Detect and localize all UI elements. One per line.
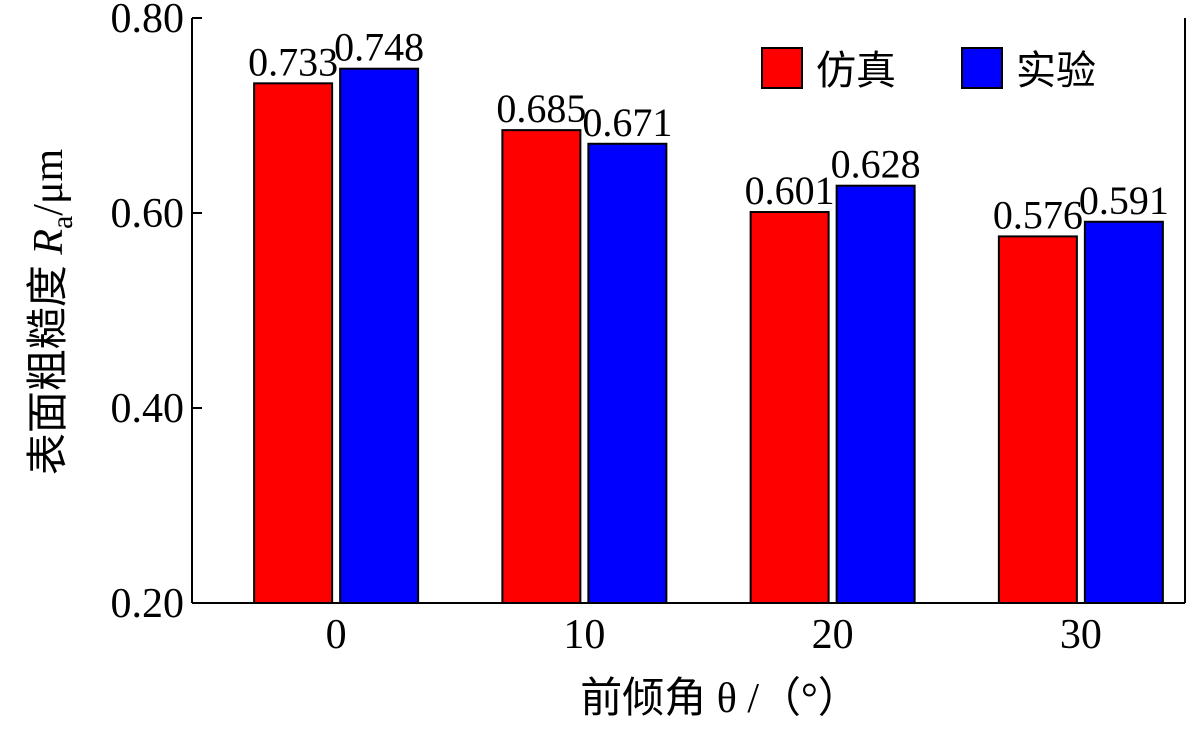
legend-label-simulation: 仿真 (816, 48, 896, 94)
bar-experiment-30 (1083, 220, 1164, 604)
legend-label-experiment: 实验 (1016, 48, 1096, 94)
x-tick-label: 10 (563, 612, 605, 658)
data-label: 0.671 (582, 100, 672, 145)
bar-simulation-30 (997, 235, 1078, 604)
data-label: 0.601 (745, 168, 835, 213)
x-tick-label: 30 (1060, 612, 1102, 658)
bar-experiment-10 (587, 142, 668, 604)
bar-simulation-0 (253, 82, 334, 604)
data-label: 0.576 (993, 192, 1083, 237)
x-tick-label: 20 (812, 612, 854, 658)
bars (253, 67, 1164, 604)
legend-swatch-simulation (761, 47, 803, 89)
bar-simulation-20 (749, 211, 830, 604)
y-ticks: 0.20 0.40 0.60 0.80 (111, 0, 202, 627)
x-tick-label: 0 (326, 612, 347, 658)
data-label: 0.628 (831, 142, 921, 187)
y-tick-label: 0.20 (111, 581, 185, 627)
y-tick-label: 0.60 (111, 191, 185, 237)
bar-experiment-20 (835, 184, 916, 604)
legend-swatch-experiment (961, 47, 1003, 89)
y-axis-title: 表面粗糙度 Ra/μm (26, 148, 79, 475)
legend: 仿真 实验 (761, 47, 1096, 94)
x-ticks: 0 10 20 30 (326, 612, 1102, 658)
data-label: 0.748 (334, 25, 424, 70)
x-axis-title: 前倾角 θ /（°） (580, 676, 860, 722)
data-label: 0.685 (496, 86, 586, 131)
data-label: 0.591 (1079, 178, 1169, 223)
y-tick-label: 0.80 (111, 0, 185, 42)
y-axis-title-subscript: a (46, 216, 79, 229)
data-label: 0.733 (248, 39, 338, 84)
bar-simulation-10 (501, 129, 582, 604)
y-axis-title-main: 表面粗糙度 (26, 255, 72, 476)
y-axis-title-symbol: R (26, 229, 72, 256)
y-axis-title-unit: /μm (26, 148, 72, 215)
bar-experiment-0 (339, 67, 420, 604)
y-tick-label: 0.40 (111, 386, 185, 432)
